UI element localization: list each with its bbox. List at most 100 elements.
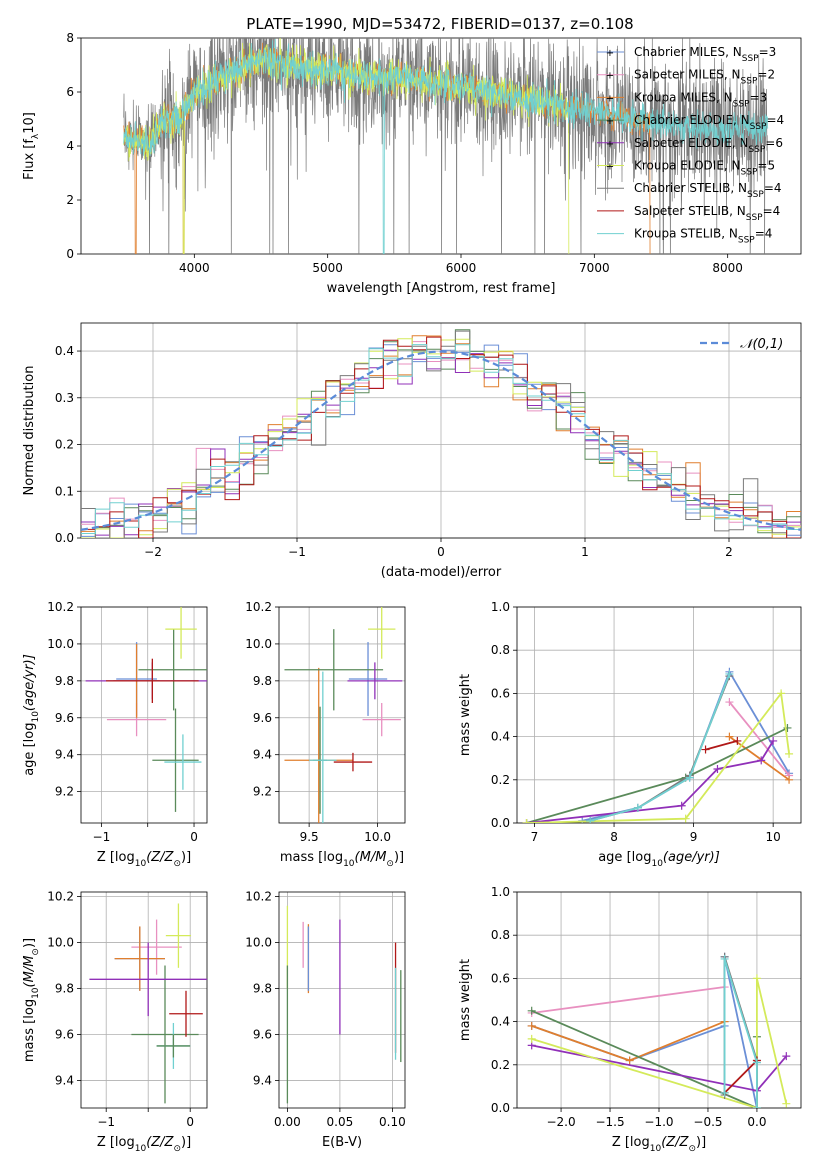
error-bar-point — [156, 1034, 191, 1058]
x-tick-label: 9 — [690, 830, 698, 844]
x-tick-label: 0.05 — [327, 1115, 354, 1129]
y-tick-label: 10.0 — [47, 936, 74, 950]
age-vs-Z-ylabel: age [log10(age/yr)] — [22, 654, 41, 776]
y-tick-label: 9.6 — [253, 1027, 272, 1041]
weight-point-marker — [757, 756, 766, 765]
x-tick-label: 5000 — [312, 261, 343, 275]
y-tick-label: 9.6 — [55, 711, 74, 725]
error-bar-point — [131, 965, 199, 1104]
weight-point-marker — [725, 732, 734, 741]
weight-point-marker — [527, 1006, 536, 1015]
legend-marker: + — [606, 71, 614, 82]
legend-label: Kroupa ELODIE, NSSP=5 — [634, 159, 775, 178]
y-tick-label: 0.8 — [491, 928, 510, 942]
spectrum-ylabel: Flux [fλ10] — [22, 112, 41, 180]
x-tick-label: −0.5 — [693, 1115, 722, 1129]
error-bar-point — [138, 629, 207, 711]
y-tick-label: 0.2 — [491, 773, 510, 787]
normal-reference-curve — [81, 350, 801, 531]
x-tick-label: 7 — [531, 830, 539, 844]
spectrum-ticks: 4000 5000 6000 7000 8000 0 2 4 6 8 — [66, 31, 743, 275]
y-tick-label: 0.6 — [491, 971, 510, 985]
model-spectrum-line — [123, 38, 769, 254]
residuals-frame — [80, 322, 802, 539]
massweight-vs-Z-ylabel: mass weight — [458, 959, 473, 1041]
age-vs-mass-ticks: 9.5 10.0 9.2 9.4 9.6 9.8 10.0 10.2 — [245, 600, 391, 844]
x-tick-label: 8000 — [712, 261, 743, 275]
error-bar-point — [165, 903, 192, 968]
x-tick-label: 0 — [437, 545, 445, 559]
error-bar-point — [362, 703, 401, 737]
residuals-panel: −2 −1 0 1 2 0.0 0.1 0.2 0.3 0.4 (data-model)/error… — [22, 322, 802, 580]
y-tick-label: 0.2 — [491, 1058, 510, 1072]
error-bar-point — [89, 942, 207, 1017]
x-tick-label: −2 — [144, 545, 162, 559]
weight-point-marker — [633, 803, 642, 812]
error-bar-point — [114, 926, 165, 991]
x-tick-label: 1 — [581, 545, 589, 559]
mass-vs-Z-ylabel: mass [log10(M/M⊙)] — [22, 938, 41, 1062]
x-tick-label: 0.10 — [379, 1115, 406, 1129]
figure-title: PLATE=1990, MJD=53472, FIBERID=0137, z=0… — [246, 15, 633, 33]
x-tick-label: −1 — [97, 1115, 115, 1129]
weight-point-marker — [586, 816, 595, 823]
weight-point-marker — [720, 954, 729, 963]
y-tick-label: 8 — [66, 31, 74, 45]
massweight-vs-age-frame — [516, 606, 802, 824]
massweight-vs-Z-panel: −2.0 −1.5 −1.0 −0.5 0.0 0.0 0.2 0.4 0.6 0.8 1.0 Z [… — [458, 885, 802, 1154]
legend-marker: + — [606, 48, 614, 59]
y-tick-label: 9.2 — [253, 785, 272, 799]
x-tick-label: −1 — [288, 545, 306, 559]
mass-vs-Z-grid — [81, 892, 207, 1108]
mass-vs-Z-xlabel: Z [log10(Z/Z⊙)] — [97, 1135, 191, 1154]
y-tick-label: 10.0 — [245, 637, 272, 651]
residuals-legend: 𝒩(0,1) — [700, 337, 783, 352]
legend-label: Kroupa STELIB, NSSP=4 — [634, 227, 772, 246]
legend-label: Chabrier STELIB, NSSP=4 — [634, 181, 782, 200]
age-vs-Z-ticks: −1 0 9.2 9.4 9.6 9.8 10.0 10.2 — [47, 600, 198, 844]
legend-marker: + — [606, 93, 614, 104]
weight-point-marker — [777, 689, 786, 698]
y-tick-label: 10.2 — [245, 600, 272, 614]
x-tick-label: 4000 — [179, 261, 210, 275]
y-tick-label: 9.4 — [55, 1073, 74, 1087]
legend-label: Chabrier ELODIE, NSSP=4 — [634, 113, 784, 132]
age-vs-mass-panel: 9.5 10.0 9.2 9.4 9.6 9.8 10.0 10.2 mass [log10(M… — [245, 600, 406, 869]
weight-point-marker — [625, 1056, 634, 1065]
y-tick-label: 0.0 — [55, 531, 74, 545]
error-bar-point — [106, 658, 199, 703]
weight-point-marker — [701, 745, 710, 754]
age-vs-mass-frame — [278, 606, 406, 824]
weight-point-marker — [785, 775, 794, 784]
mass-vs-Z-ticks: −1 0 9.4 9.6 9.8 10.0 10.2 — [47, 890, 194, 1129]
y-tick-label: 2 — [66, 193, 74, 207]
weight-point-marker — [685, 773, 694, 782]
weight-point-marker — [733, 736, 742, 745]
weight-point-marker — [720, 1088, 729, 1097]
massweight-vs-age-panel: 7 8 9 10 0.0 0.2 0.4 0.6 0.8 1.0 age [log10(age/yr… — [458, 600, 802, 869]
residuals-xlabel: (data-model)/error — [381, 565, 502, 580]
age-vs-Z-frame — [80, 606, 208, 824]
y-tick-label: 9.8 — [55, 674, 74, 688]
y-tick-label: 1.0 — [491, 600, 510, 614]
weight-point-marker — [752, 1058, 761, 1067]
massweight-vs-Z-xlabel: Z [log10(Z/Z⊙)] — [612, 1135, 706, 1154]
y-tick-label: 0.8 — [491, 643, 510, 657]
x-tick-label: 8 — [610, 830, 618, 844]
mass-vs-EBV-grid — [279, 892, 405, 1108]
weight-series-line — [531, 978, 788, 1108]
x-tick-label: 6000 — [446, 261, 477, 275]
y-tick-label: 10.0 — [47, 637, 74, 651]
x-tick-label: 0.00 — [274, 1115, 301, 1129]
mass-vs-EBV-panel: 0.00 0.05 0.10 9.4 9.6 9.8 10.0 10.2 E(B-V) — [245, 890, 405, 1150]
weight-point-marker — [725, 669, 734, 678]
error-bar-point — [284, 629, 384, 711]
error-bar-point — [152, 708, 199, 812]
mass-vs-EBV-frame — [278, 891, 406, 1109]
weight-series-line — [526, 691, 790, 823]
massweight-vs-Z-frame — [516, 891, 802, 1109]
weight-point-marker — [752, 974, 761, 983]
x-tick-label: 7000 — [579, 261, 610, 275]
y-tick-label: 9.8 — [253, 674, 272, 688]
